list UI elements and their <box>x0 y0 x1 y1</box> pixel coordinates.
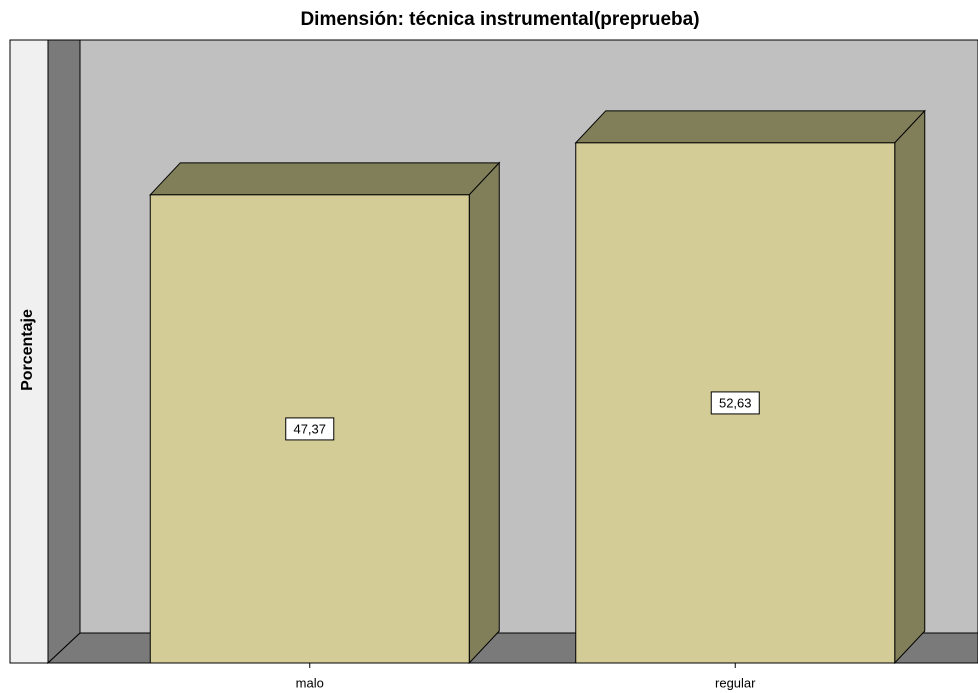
x-tick-label: malo <box>296 675 324 690</box>
x-tick-label: regular <box>715 675 756 690</box>
value-label: 47,37 <box>293 421 326 436</box>
left-wall <box>47 39 81 665</box>
bar <box>149 194 470 664</box>
bar-side <box>894 109 926 665</box>
value-label-box <box>285 417 335 441</box>
bar-top <box>574 110 926 144</box>
bar-top <box>149 162 501 196</box>
y-axis-panel <box>9 39 49 664</box>
value-label: 52,63 <box>719 395 752 410</box>
value-label-box <box>710 391 760 415</box>
y-axis-label: Porcentaje <box>19 309 36 391</box>
chart-title: Dimensión: técnica instrumental(preprueb… <box>300 9 699 30</box>
bar-side <box>468 161 500 665</box>
